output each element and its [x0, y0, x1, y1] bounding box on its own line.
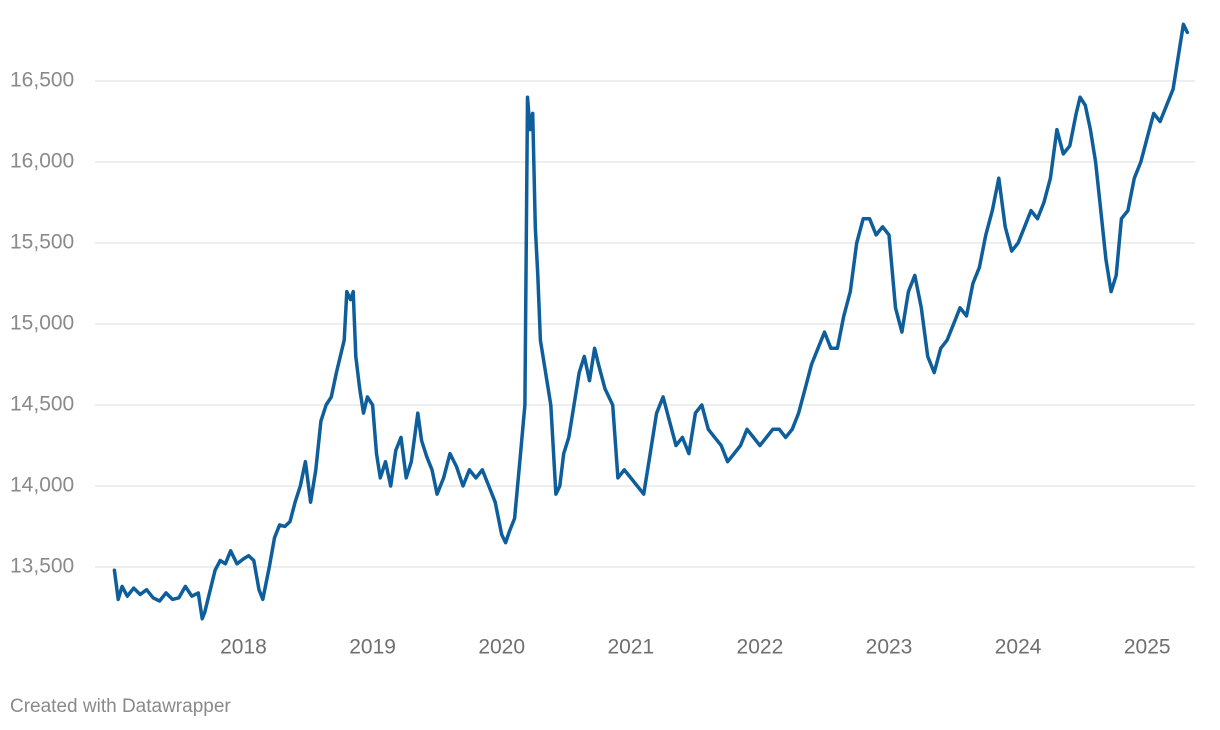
- x-tick-label: 2023: [866, 636, 913, 659]
- footer: Created with Datawrapper: [10, 696, 231, 717]
- y-tick-label: 14,500: [10, 393, 74, 416]
- y-tick-label: 16,500: [10, 69, 74, 92]
- x-tick-label: 2019: [349, 636, 396, 659]
- y-tick-label: 15,000: [10, 312, 74, 335]
- y-tick-label: 14,000: [10, 474, 74, 497]
- x-tick-label: 2022: [737, 636, 784, 659]
- line: [112, 22, 1190, 621]
- x-tick-label: 2021: [607, 636, 654, 659]
- x-tick-label: 2018: [220, 636, 267, 659]
- y-tick-label: 15,500: [10, 231, 74, 254]
- x-tick-label: 2020: [478, 636, 525, 659]
- x-tick-label: 2025: [1124, 636, 1171, 659]
- y-tick-label: 16,000: [10, 150, 74, 173]
- y-tick-label: 13,500: [10, 555, 74, 578]
- x-tick-label: 2024: [995, 636, 1042, 659]
